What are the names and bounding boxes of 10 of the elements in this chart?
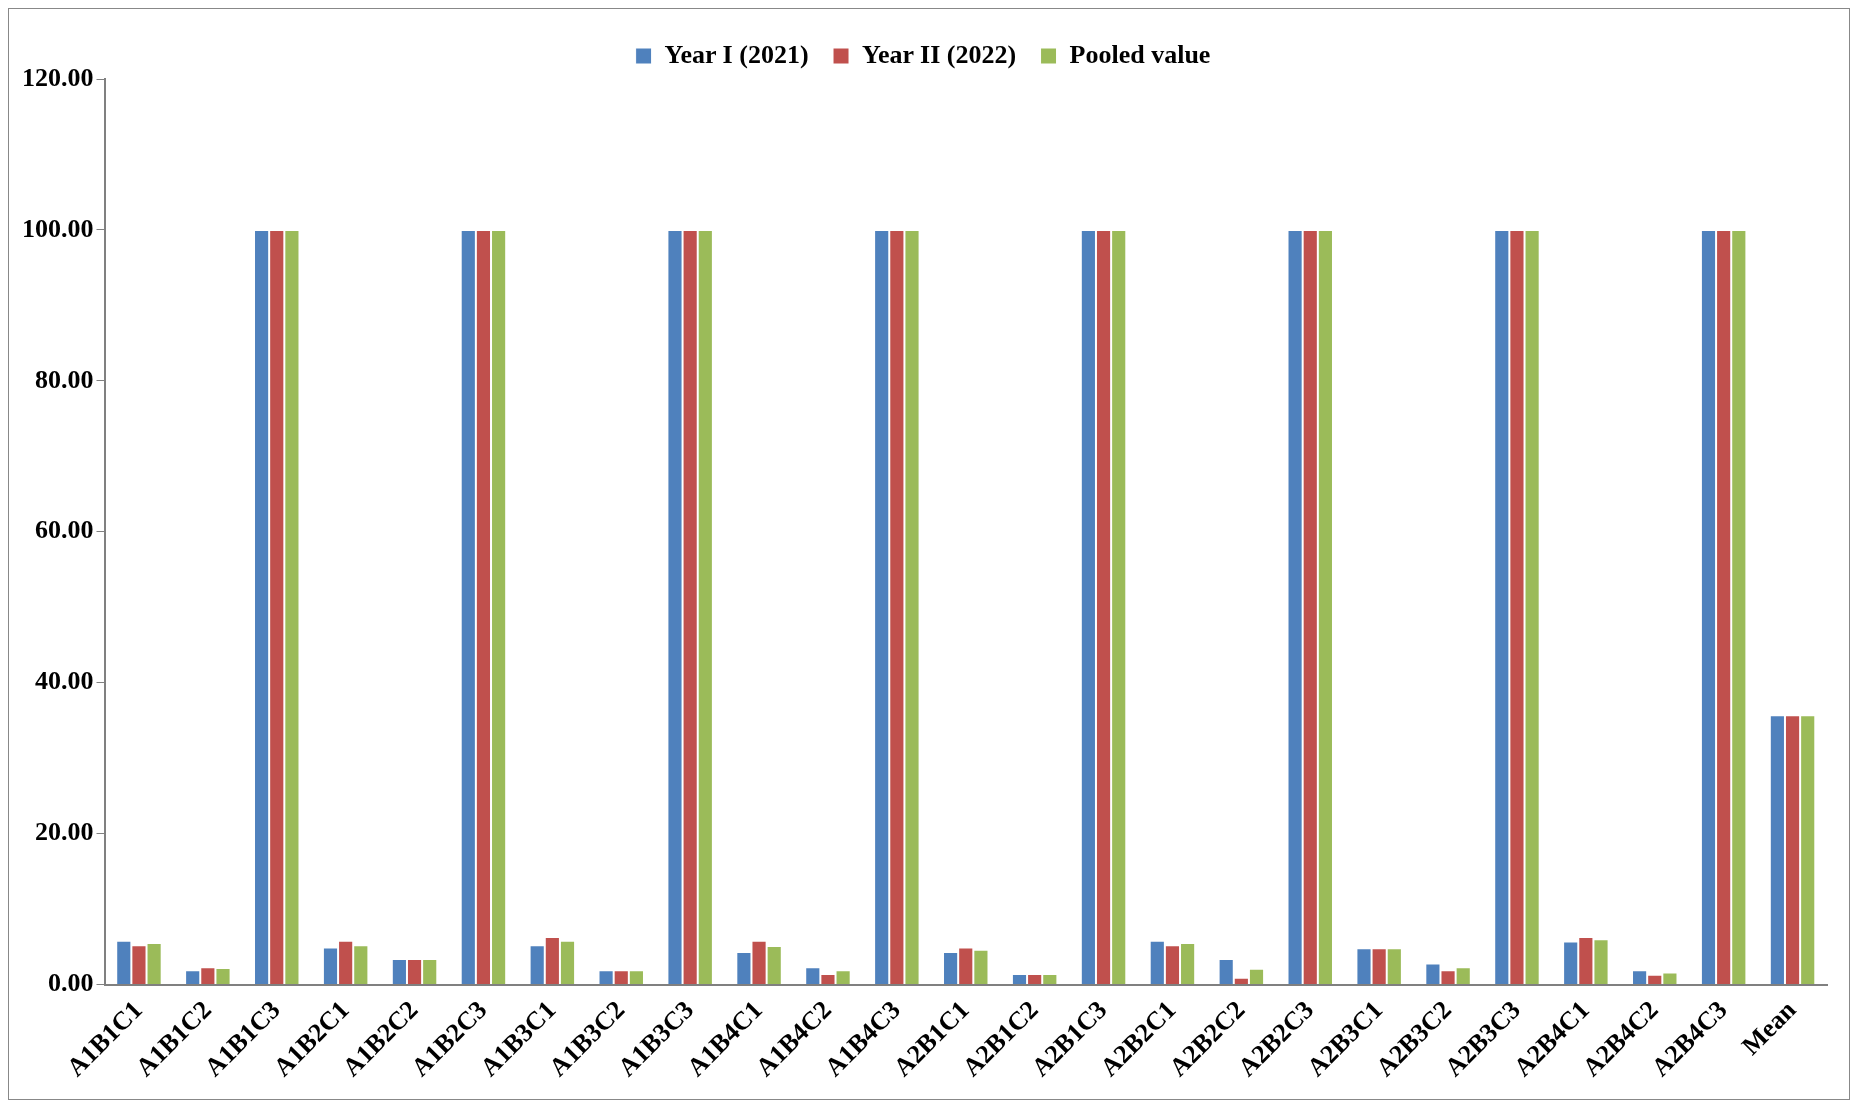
legend-label: Year II (2022) xyxy=(862,39,1017,69)
y-tick-label: 100.00 xyxy=(22,213,94,243)
legend-label: Year I (2021) xyxy=(664,39,809,69)
y-tick-label: 20.00 xyxy=(35,817,94,847)
y-tick-label: 0.00 xyxy=(48,968,94,998)
legend-label: Pooled value xyxy=(1069,39,1211,69)
y-tick-label: 80.00 xyxy=(35,364,94,394)
y-tick-label: 60.00 xyxy=(35,515,94,545)
y-tick-label: 120.00 xyxy=(22,62,94,92)
y-tick-label: 40.00 xyxy=(35,666,94,696)
